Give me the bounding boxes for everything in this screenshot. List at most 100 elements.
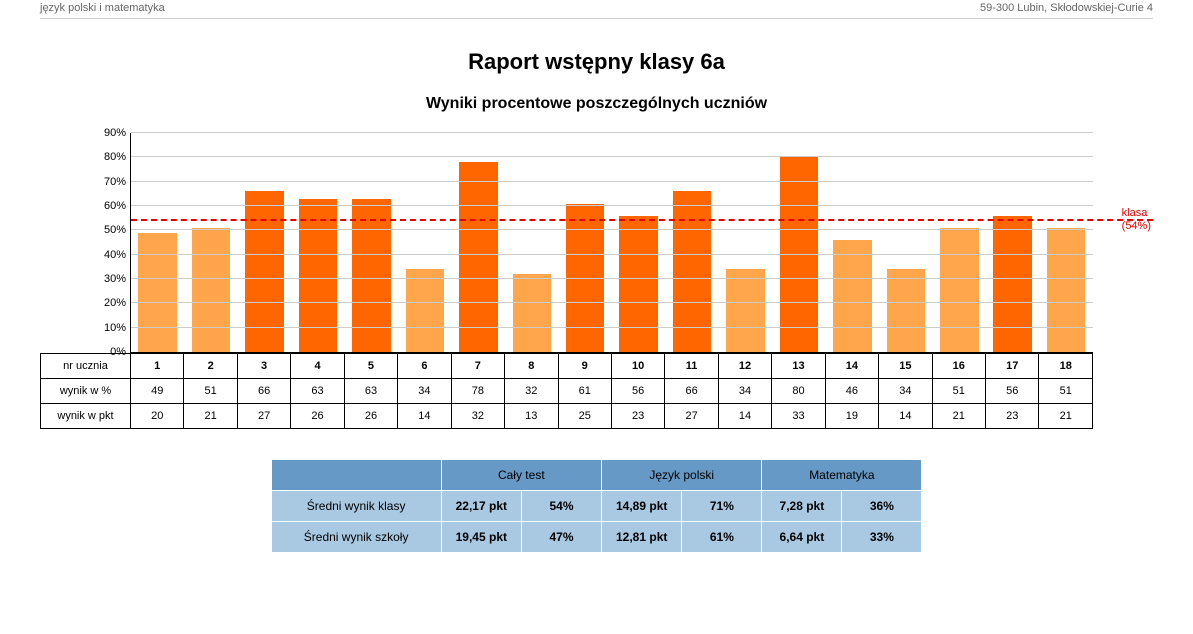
table-cell: 9 xyxy=(558,354,611,379)
chart-bar-slot xyxy=(184,133,237,352)
table-cell: 4 xyxy=(291,354,344,379)
table-cell: 6 xyxy=(398,354,451,379)
chart-bar-slot xyxy=(719,133,772,352)
chart-bar-slot xyxy=(452,133,505,352)
table-cell: 8 xyxy=(505,354,558,379)
summary-row-label: Średni wynik szkoły xyxy=(271,522,441,553)
table-cell: 16 xyxy=(932,354,985,379)
chart-ytick-label: 60% xyxy=(86,200,126,212)
chart-bar xyxy=(619,216,657,352)
table-cell: 63 xyxy=(344,379,397,404)
table-cell: 15 xyxy=(879,354,932,379)
chart-bar-slot xyxy=(879,133,932,352)
chart-bar xyxy=(192,228,230,352)
summary-cell: 22,17 pkt xyxy=(441,491,521,522)
chart-bar xyxy=(726,269,764,352)
refline-label-line1: klasa xyxy=(1122,207,1151,220)
chart-bars xyxy=(131,133,1093,352)
chart-bar xyxy=(780,157,818,352)
table-cell: 3 xyxy=(237,354,290,379)
table-cell: 21 xyxy=(1039,404,1093,429)
table-row-label: wynik w pkt xyxy=(41,404,131,429)
chart-bar-slot xyxy=(826,133,879,352)
chart-bar xyxy=(1047,228,1085,352)
table-cell: 14 xyxy=(718,404,771,429)
table-cell: 27 xyxy=(237,404,290,429)
summary-column-header: Język polski xyxy=(602,460,762,491)
summary-container: Cały testJęzyk polskiMatematykaŚredni wy… xyxy=(40,459,1153,553)
report-title: Raport wstępny klasy 6a xyxy=(40,49,1153,75)
page-header: język polski i matematyka 59-300 Lubin, … xyxy=(40,0,1153,19)
table-cell: 32 xyxy=(451,404,504,429)
table-cell: 56 xyxy=(986,379,1039,404)
table-cell: 11 xyxy=(665,354,718,379)
chart-bar-slot xyxy=(612,133,665,352)
chart-reference-label: klasa(54%) xyxy=(1122,207,1151,233)
chart-bar xyxy=(993,216,1031,352)
table-cell: 51 xyxy=(932,379,985,404)
table-cell: 13 xyxy=(772,354,825,379)
table-cell: 78 xyxy=(451,379,504,404)
table-cell: 26 xyxy=(344,404,397,429)
table-cell: 33 xyxy=(772,404,825,429)
table-cell: 34 xyxy=(879,379,932,404)
chart-gridline xyxy=(131,302,1093,303)
student-data-table: nr ucznia123456789101112131415161718wyni… xyxy=(40,353,1093,429)
chart-ytick-label: 30% xyxy=(86,273,126,285)
chart-bar-slot xyxy=(238,133,291,352)
chart-gridline xyxy=(131,278,1093,279)
table-cell: 14 xyxy=(398,404,451,429)
chart-gridline xyxy=(131,327,1093,328)
summary-cell: 47% xyxy=(522,522,602,553)
chart-bar xyxy=(406,269,444,352)
report-page: język polski i matematyka 59-300 Lubin, … xyxy=(0,0,1193,573)
table-cell: 49 xyxy=(131,379,184,404)
table-cell: 18 xyxy=(1039,354,1093,379)
chart-gridline xyxy=(131,205,1093,206)
table-cell: 66 xyxy=(665,379,718,404)
summary-column-header: Matematyka xyxy=(762,460,922,491)
chart-ytick-label: 40% xyxy=(86,249,126,261)
summary-cell: 36% xyxy=(842,491,922,522)
table-cell: 51 xyxy=(1039,379,1093,404)
table-cell: 5 xyxy=(344,354,397,379)
chart-bar xyxy=(299,199,337,352)
table-cell: 14 xyxy=(825,354,878,379)
table-cell: 14 xyxy=(879,404,932,429)
chart-bar xyxy=(673,191,711,352)
summary-row: Średni wynik klasy22,17 pkt54%14,89 pkt7… xyxy=(271,491,922,522)
chart-ytick-label: 70% xyxy=(86,176,126,188)
chart-ytick-label: 50% xyxy=(86,224,126,236)
table-cell: 12 xyxy=(718,354,771,379)
table-cell: 34 xyxy=(718,379,771,404)
table-cell: 21 xyxy=(932,404,985,429)
chart-bar-slot xyxy=(291,133,344,352)
chart-reference-line xyxy=(131,219,1153,221)
table-cell: 46 xyxy=(825,379,878,404)
table-cell: 66 xyxy=(237,379,290,404)
chart-gridline xyxy=(131,181,1093,182)
table-cell: 26 xyxy=(291,404,344,429)
table-cell: 51 xyxy=(184,379,237,404)
summary-cell: 14,89 pkt xyxy=(602,491,682,522)
table-cell: 32 xyxy=(505,379,558,404)
summary-header-blank xyxy=(271,460,441,491)
chart-bar-slot xyxy=(505,133,558,352)
chart-gridline xyxy=(131,156,1093,157)
chart-gridline xyxy=(131,229,1093,230)
summary-table: Cały testJęzyk polskiMatematykaŚredni wy… xyxy=(271,459,923,553)
chart-bar xyxy=(513,274,551,352)
chart-bar xyxy=(940,228,978,352)
table-cell: 23 xyxy=(611,404,664,429)
summary-cell: 7,28 pkt xyxy=(762,491,842,522)
table-cell: 25 xyxy=(558,404,611,429)
table-row: wynik w pkt20212726261432132523271433191… xyxy=(41,404,1093,429)
table-cell: 17 xyxy=(986,354,1039,379)
chart-bar-slot xyxy=(559,133,612,352)
table-cell: 63 xyxy=(291,379,344,404)
summary-cell: 54% xyxy=(522,491,602,522)
summary-column-header: Cały test xyxy=(441,460,601,491)
table-cell: 20 xyxy=(131,404,184,429)
chart-bar xyxy=(459,162,497,352)
header-right: 59-300 Lubin, Skłodowskiej-Curie 4 xyxy=(980,2,1153,14)
